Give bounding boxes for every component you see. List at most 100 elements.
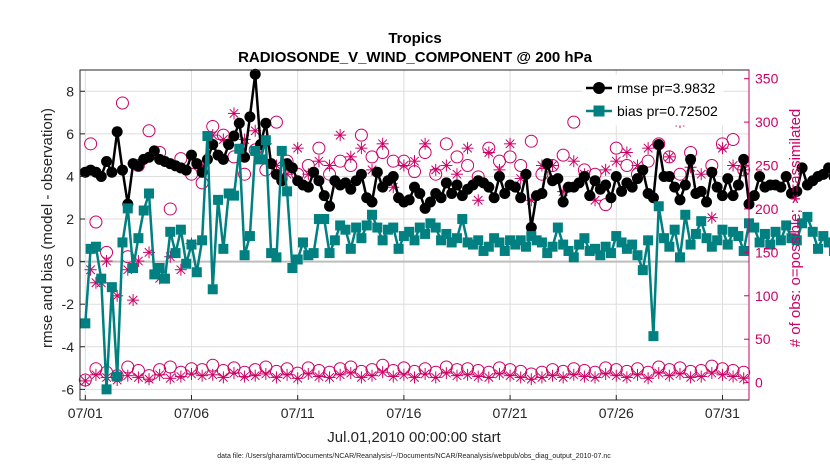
- asterisk-stroke: [484, 372, 494, 383]
- bias-point: [685, 239, 696, 250]
- rmse-point: [679, 179, 691, 191]
- obs-assimilated-marker: [100, 255, 113, 268]
- asterisk-stroke: [356, 143, 367, 153]
- asterisk-stroke: [335, 130, 345, 140]
- asterisk-stroke: [643, 373, 653, 383]
- bias-point: [536, 237, 547, 248]
- asterisk-stroke: [452, 169, 462, 179]
- bias-point: [260, 135, 271, 146]
- rmse-point: [403, 194, 415, 206]
- bias-point: [712, 235, 723, 246]
- obs-assimilated-marker: [419, 137, 432, 150]
- obs-assimilated-marker: [610, 155, 623, 168]
- rmse-point: [488, 192, 500, 204]
- obs-assimilated-marker: [727, 370, 740, 383]
- obs-assimilated-marker: [397, 159, 410, 172]
- bias-point: [414, 222, 425, 233]
- chart-subtitle: RADIOSONDE_V_WIND_COMPONENT @ 200 hPa: [238, 49, 593, 66]
- obs-assimilated-marker: [450, 168, 463, 181]
- asterisk-stroke: [579, 371, 590, 382]
- x-axis-label: Jul.01,2010 00:00:00 start: [327, 429, 501, 446]
- obs-assimilated-marker: [132, 371, 145, 384]
- rmse-point: [435, 192, 447, 204]
- obs-assimilated-marker: [705, 367, 718, 380]
- rmse-point: [632, 173, 643, 185]
- obs-possible-marker: [84, 137, 98, 151]
- x-tick-label: 07/26: [599, 405, 634, 421]
- asterisk-stroke: [632, 370, 643, 380]
- legend-box: [582, 74, 724, 126]
- bias-point: [759, 228, 770, 239]
- rmse-point: [233, 117, 245, 129]
- obs-possible-marker: [726, 132, 740, 146]
- bias-point: [213, 194, 224, 205]
- rmse-point: [584, 190, 596, 202]
- bias-point: [191, 267, 202, 278]
- asterisk-stroke: [484, 147, 494, 158]
- bias-point: [170, 248, 181, 259]
- asterisk-stroke: [441, 160, 451, 171]
- rmse-point: [578, 170, 590, 182]
- bias-point: [669, 224, 680, 235]
- data-file-footnote: data file: /Users/gharamti/Documents/NCA…: [217, 453, 611, 460]
- bias-point: [319, 214, 330, 225]
- bias-point: [197, 235, 208, 246]
- bias-point: [526, 231, 537, 242]
- bias-point: [393, 243, 404, 254]
- bias-point: [552, 222, 563, 233]
- rmse-point: [515, 192, 527, 204]
- obs-assimilated-marker: [716, 142, 729, 155]
- bias-point: [616, 237, 627, 248]
- bias-point: [228, 190, 239, 201]
- rmse-point: [520, 168, 532, 180]
- bias-point: [462, 237, 473, 248]
- bias-series: [80, 131, 830, 395]
- obs-assimilated-marker: [227, 367, 240, 380]
- bias-point: [467, 239, 478, 250]
- asterisk-stroke: [155, 370, 165, 380]
- rmse-point: [727, 190, 739, 202]
- asterisk-stroke: [186, 369, 197, 379]
- bias-point: [276, 145, 287, 156]
- asterisk-stroke: [324, 372, 335, 383]
- bias-point: [781, 220, 792, 231]
- bias-point: [165, 226, 176, 237]
- y-tick-label: -6: [62, 381, 75, 397]
- asterisk-stroke: [293, 373, 303, 383]
- obs-assimilated-marker: [397, 368, 410, 381]
- rmse-point: [695, 185, 707, 197]
- obs-assimilated-marker: [185, 367, 198, 380]
- asterisk-stroke: [346, 152, 356, 162]
- obs-assimilated-marker: [546, 369, 559, 382]
- obs-assimilated-marker: [238, 370, 251, 383]
- asterisk-stroke: [133, 372, 144, 383]
- bias-point: [738, 245, 749, 256]
- rmse-point: [716, 190, 728, 202]
- y-right-tick-label: 50: [755, 331, 771, 347]
- rmse-point: [754, 170, 766, 182]
- bias-point: [542, 248, 553, 259]
- asterisk-stroke: [505, 139, 515, 149]
- asterisk-stroke: [208, 370, 218, 380]
- obs-assimilated-marker: [620, 146, 633, 159]
- obs-assimilated-marker: [504, 369, 517, 382]
- asterisk-stroke: [547, 371, 558, 381]
- asterisk-stroke: [356, 372, 367, 383]
- rmse-point: [780, 170, 792, 182]
- asterisk-stroke: [367, 371, 377, 381]
- asterisk-stroke: [664, 152, 674, 162]
- bias-point: [521, 241, 531, 252]
- obs-assimilated-marker: [716, 368, 729, 381]
- obs-assimilated-marker: [376, 137, 389, 150]
- obs-possible-marker: [354, 128, 368, 142]
- bias-point: [775, 235, 786, 246]
- rmse-point: [669, 181, 681, 193]
- bias-point: [568, 252, 579, 263]
- y-axis-label-right: # of obs: o=possible; ∗=assimilated: [787, 109, 804, 348]
- obs-possible-marker: [503, 150, 517, 164]
- rmse-point: [180, 164, 192, 176]
- bias-point: [90, 241, 101, 252]
- y-tick-label: -4: [62, 339, 75, 355]
- bias-point: [271, 252, 282, 263]
- asterisk-stroke: [239, 371, 250, 382]
